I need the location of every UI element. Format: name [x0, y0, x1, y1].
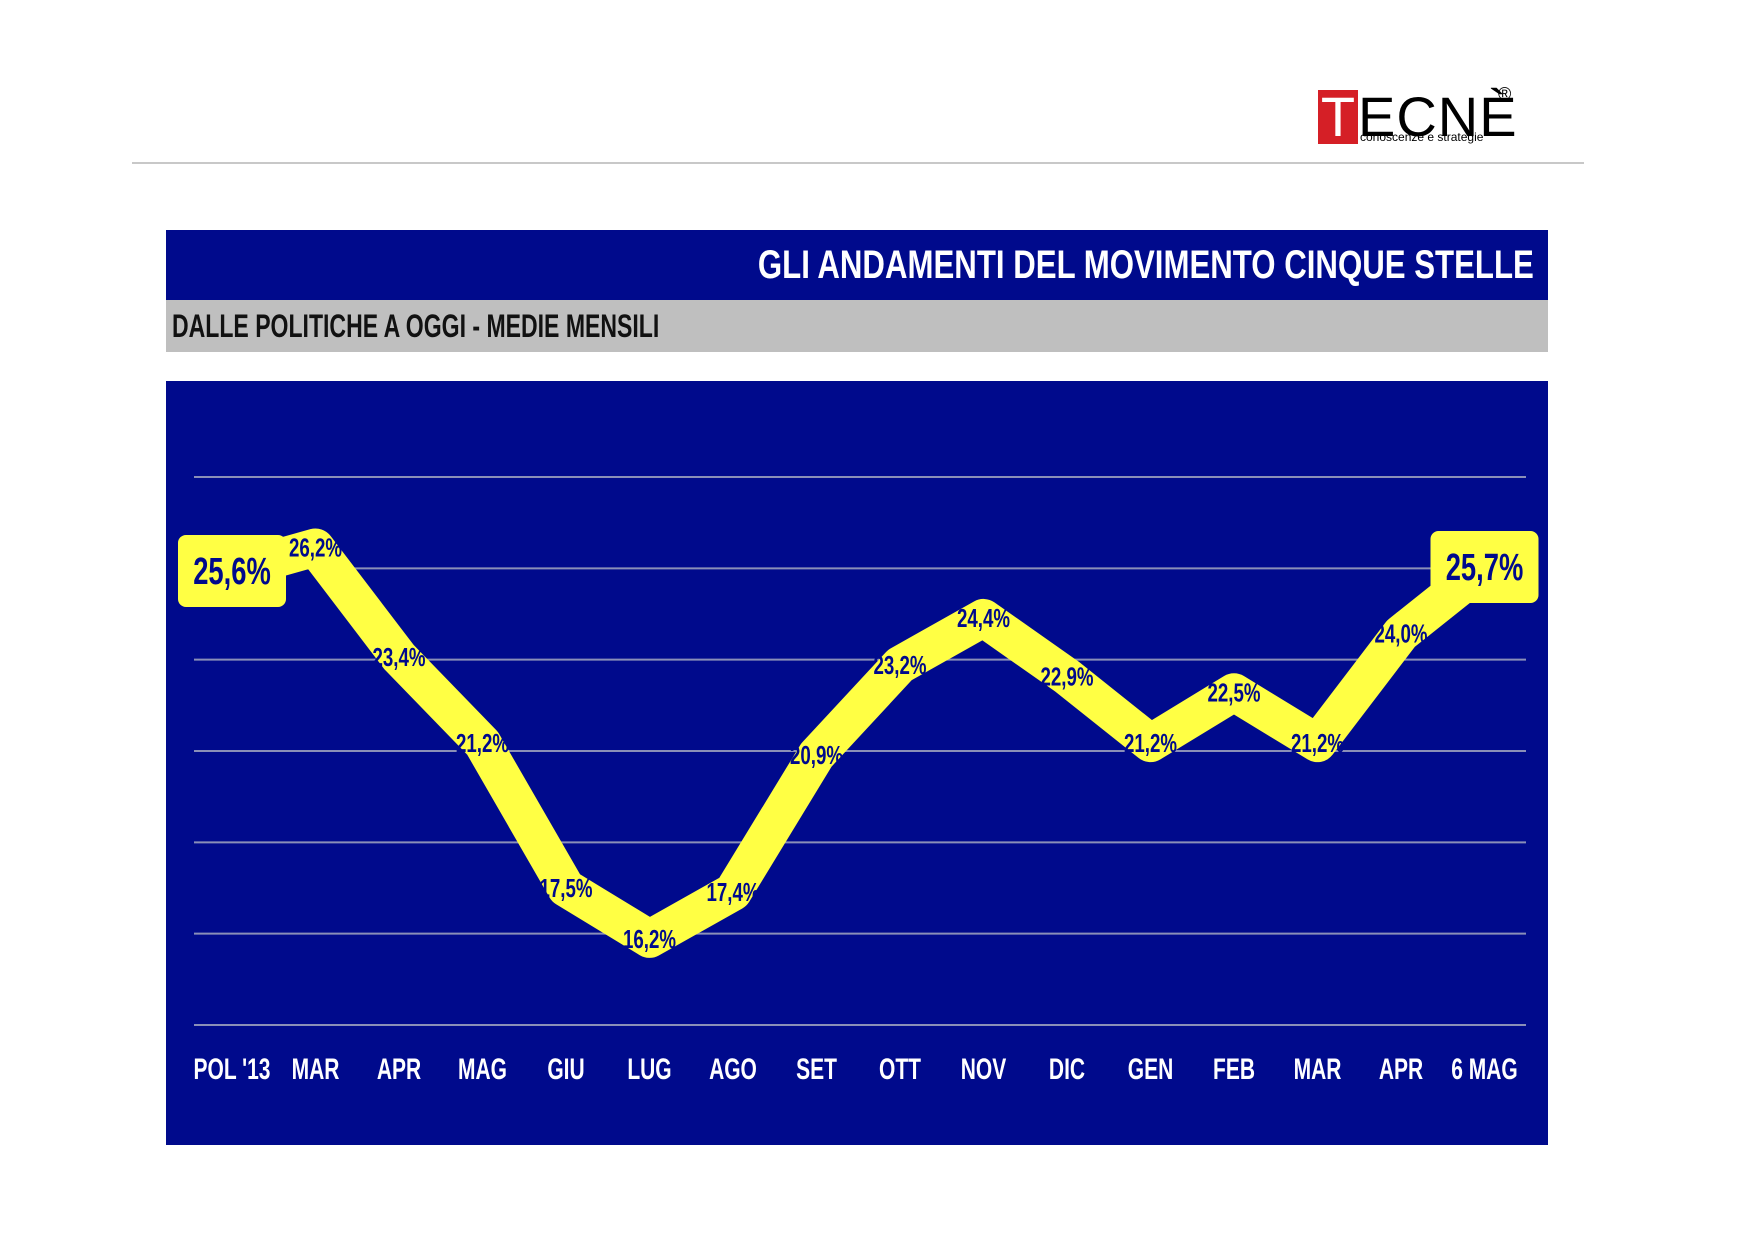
x-tick-label: MAR: [1294, 1054, 1342, 1086]
highlight-box: [178, 534, 286, 607]
page-subtitle: DALLE POLITICHE A OGGI - MEDIE MENSILI: [172, 308, 660, 344]
logo-wordmark: ECNÈ: [1358, 85, 1518, 148]
page-title: GLI ANDAMENTI DEL MOVIMENTO CINQUE STELL…: [758, 243, 1534, 287]
data-label: 24,4%: [957, 603, 1010, 633]
data-label: 17,5%: [539, 873, 592, 903]
logo-red-square: [1318, 90, 1358, 144]
x-tick-label: AGO: [709, 1054, 757, 1086]
data-label: 23,2%: [873, 650, 926, 680]
x-tick-label: NOV: [961, 1054, 1007, 1086]
data-label: 26,2%: [289, 532, 342, 562]
x-tick-label: GEN: [1128, 1054, 1173, 1086]
data-label: 23,4%: [372, 642, 425, 672]
logo-tagline: conoscenze e strategie: [1360, 130, 1484, 144]
data-label: 21,2%: [1291, 728, 1344, 758]
line-chart: 25,6% 26,2% 23,4% 21,2% 17,5% 16,2% 17,4% 20,9%…: [178, 476, 1539, 1086]
x-tick-label: 6 MAG: [1451, 1054, 1517, 1086]
header-divider: [132, 162, 1584, 164]
x-tick-label: DIC: [1049, 1054, 1085, 1086]
x-tick-label: POL '13: [194, 1054, 271, 1086]
highlight-box: [1430, 531, 1539, 604]
data-label: 21,2%: [1124, 728, 1177, 758]
x-tick-label: FEB: [1213, 1054, 1255, 1086]
title-bar: GLI ANDAMENTI DEL MOVIMENTO CINQUE STELL…: [166, 230, 1548, 300]
x-tick-label: OTT: [879, 1054, 921, 1086]
data-label: 25,7%: [1446, 547, 1524, 589]
logo-first-letter: T: [1320, 85, 1356, 148]
data-label: 24,0%: [1374, 618, 1427, 648]
data-label: 17,4%: [706, 877, 759, 907]
tecne-logo: T ECNÈ ® conoscenze e strategie: [1318, 84, 1518, 150]
x-tick-label: MAR: [292, 1054, 340, 1086]
series-line: [213, 528, 1504, 958]
data-label: 25,6%: [193, 551, 271, 593]
x-tick-label: GIU: [547, 1054, 584, 1086]
x-tick-label: LUG: [627, 1054, 671, 1086]
x-tick-label: MAG: [458, 1054, 507, 1086]
logo-registered-mark: ®: [1498, 84, 1512, 104]
chart-panel: 25,6% 26,2% 23,4% 21,2% 17,5% 16,2% 17,4% 20,9%…: [166, 381, 1548, 1145]
x-tick-label: SET: [796, 1054, 837, 1086]
x-tick-label: APR: [377, 1054, 422, 1086]
data-label: 20,9%: [790, 740, 843, 770]
data-label: 16,2%: [623, 924, 676, 954]
data-label: 22,9%: [1040, 662, 1093, 692]
data-label: 21,2%: [456, 728, 509, 758]
data-label: 22,5%: [1207, 677, 1260, 707]
subtitle-bar: DALLE POLITICHE A OGGI - MEDIE MENSILI: [166, 300, 1548, 352]
x-tick-label: APR: [1379, 1054, 1424, 1086]
